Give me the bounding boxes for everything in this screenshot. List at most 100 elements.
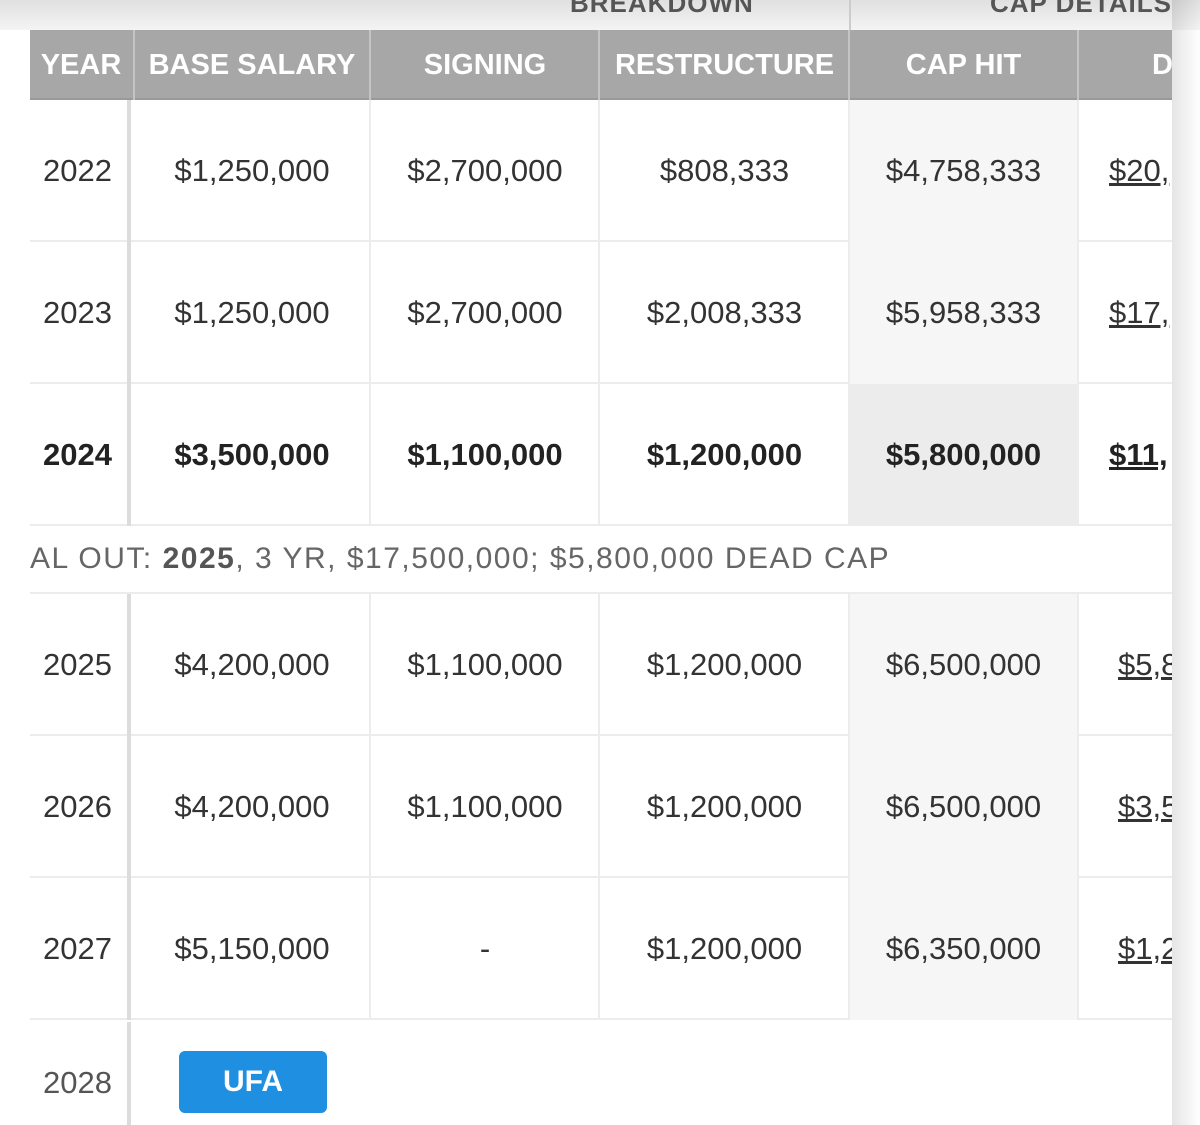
year-cell: 2023 [43,295,112,330]
restructure-cell: $1,200,000 [646,789,803,824]
cap-hit-cell-bg [850,384,1078,526]
cap-hit-cell: $6,350,000 [885,931,1042,966]
base-salary-cell: $1,250,000 [174,153,330,188]
contract-table: BREAKDOWN CAP DETAILS YEAR BASE SALARY S… [30,0,1172,1125]
column-header-signing[interactable]: SIGNING [423,49,547,81]
row-separator [598,736,600,878]
table-row-current: 2024 $3,500,000 $1,100,000 $1,200,000 $5… [30,384,1172,526]
row-separator [598,242,600,384]
row-separator [1077,384,1079,526]
cap-hit-cell-bg [850,878,1078,1020]
base-salary-cell: $4,200,000 [174,647,330,682]
signing-cell: $1,100,000 [407,647,563,682]
notice-details: , 3 YR, $17,500,000; $5,800,000 DEAD CAP [235,542,891,575]
table-row: 2026 $4,200,000 $1,100,000 $1,200,000 $6… [30,736,1172,878]
signing-cell: $2,700,000 [407,295,563,330]
restructure-cell: $1,200,000 [646,647,803,682]
year-cell: 2027 [43,931,112,966]
table-row-ufa: 2028 UFA [30,1022,1172,1125]
row-separator [598,384,600,526]
signing-cell: $1,100,000 [407,789,563,824]
dead-cap-link[interactable]: $1,2 [1118,931,1172,966]
year-cell: 2028 [43,1065,112,1100]
row-separator [127,242,131,384]
header-separator [848,30,850,100]
ufa-badge: UFA [179,1051,327,1113]
group-header-row: BREAKDOWN CAP DETAILS [30,0,1172,30]
notice-text: AL OUT: 2025, 3 YR, $17,500,000; $5,800,… [30,542,890,576]
signing-cell: $1,100,000 [407,437,563,472]
row-separator [848,878,850,1020]
row-separator [1077,242,1079,384]
signing-cell: $2,700,000 [407,153,563,188]
row-separator [1077,100,1079,242]
table-header: YEAR BASE SALARY SIGNING RESTRUCTURE CAP… [30,30,1172,100]
year-cell: 2024 [43,437,112,472]
year-cell: 2026 [43,789,112,824]
row-separator [598,878,600,1020]
cap-hit-cell-bg [850,736,1078,878]
table-row: 2022 $1,250,000 $2,700,000 $808,333 $4,7… [30,100,1172,242]
restructure-cell: $808,333 [659,153,790,188]
restructure-cell: $2,008,333 [646,295,803,330]
signing-cell: - [479,931,491,966]
base-salary-cell: $1,250,000 [174,295,330,330]
notice-year: 2025 [162,542,236,575]
cap-hit-cell: $5,800,000 [885,437,1042,472]
top-shadow [0,0,1200,30]
dead-cap-link[interactable]: $17, [1109,295,1170,330]
row-separator [598,100,600,242]
notice-prefix: AL OUT: [30,542,163,575]
row-separator [127,878,131,1020]
cap-hit-cell-bg [850,100,1078,242]
row-separator [369,878,371,1020]
table-row: 2025 $4,200,000 $1,100,000 $1,200,000 $6… [30,594,1172,736]
cap-hit-cell: $4,758,333 [885,153,1042,188]
row-separator [1077,594,1079,736]
row-separator [848,242,850,384]
cap-hit-cell: $5,958,333 [885,295,1042,330]
cap-hit-cell: $6,500,000 [885,789,1042,824]
cap-hit-cell-bg [850,594,1078,736]
column-header-dead-cap[interactable]: DEA [1152,49,1172,81]
row-separator [127,1022,131,1125]
table-row: 2027 $5,150,000 - $1,200,000 $6,350,000 … [30,878,1172,1020]
cap-hit-cell-bg [850,242,1078,384]
column-header-cap-hit[interactable]: CAP HIT [905,49,1022,81]
row-separator [369,384,371,526]
row-separator [369,100,371,242]
column-header-base-salary[interactable]: BASE SALARY [148,49,356,81]
base-salary-cell: $3,500,000 [174,437,330,472]
dead-cap-link[interactable]: $3,5 [1118,789,1172,824]
row-separator [1077,736,1079,878]
year-cell: 2025 [43,647,112,682]
base-salary-cell: $4,200,000 [174,789,330,824]
header-separator [133,30,135,100]
dead-cap-link[interactable]: $5,8 [1118,647,1172,682]
dead-cap-link[interactable]: $11, [1109,437,1168,472]
scroll-edge-shadow [1172,0,1200,1125]
row-separator [1077,878,1079,1020]
row-separator [369,242,371,384]
row-separator [127,100,131,242]
row-separator [848,384,850,526]
row-separator [127,594,131,736]
restructure-cell: $1,200,000 [646,931,803,966]
table-row: 2023 $1,250,000 $2,700,000 $2,008,333 $5… [30,242,1172,384]
row-separator [848,100,850,242]
column-header-restructure[interactable]: RESTRUCTURE [614,49,835,81]
year-cell: 2022 [43,153,112,188]
group-divider [849,0,851,30]
row-separator [848,736,850,878]
header-separator [369,30,371,100]
potential-out-notice: AL OUT: 2025, 3 YR, $17,500,000; $5,800,… [30,528,1172,594]
row-separator [127,736,131,878]
base-salary-cell: $5,150,000 [174,931,330,966]
column-header-year[interactable]: YEAR [40,49,122,81]
cap-hit-cell: $6,500,000 [885,647,1042,682]
restructure-cell: $1,200,000 [646,437,803,472]
row-separator [598,594,600,736]
header-separator [1077,30,1079,100]
dead-cap-link[interactable]: $20, [1109,153,1170,188]
row-separator [369,594,371,736]
